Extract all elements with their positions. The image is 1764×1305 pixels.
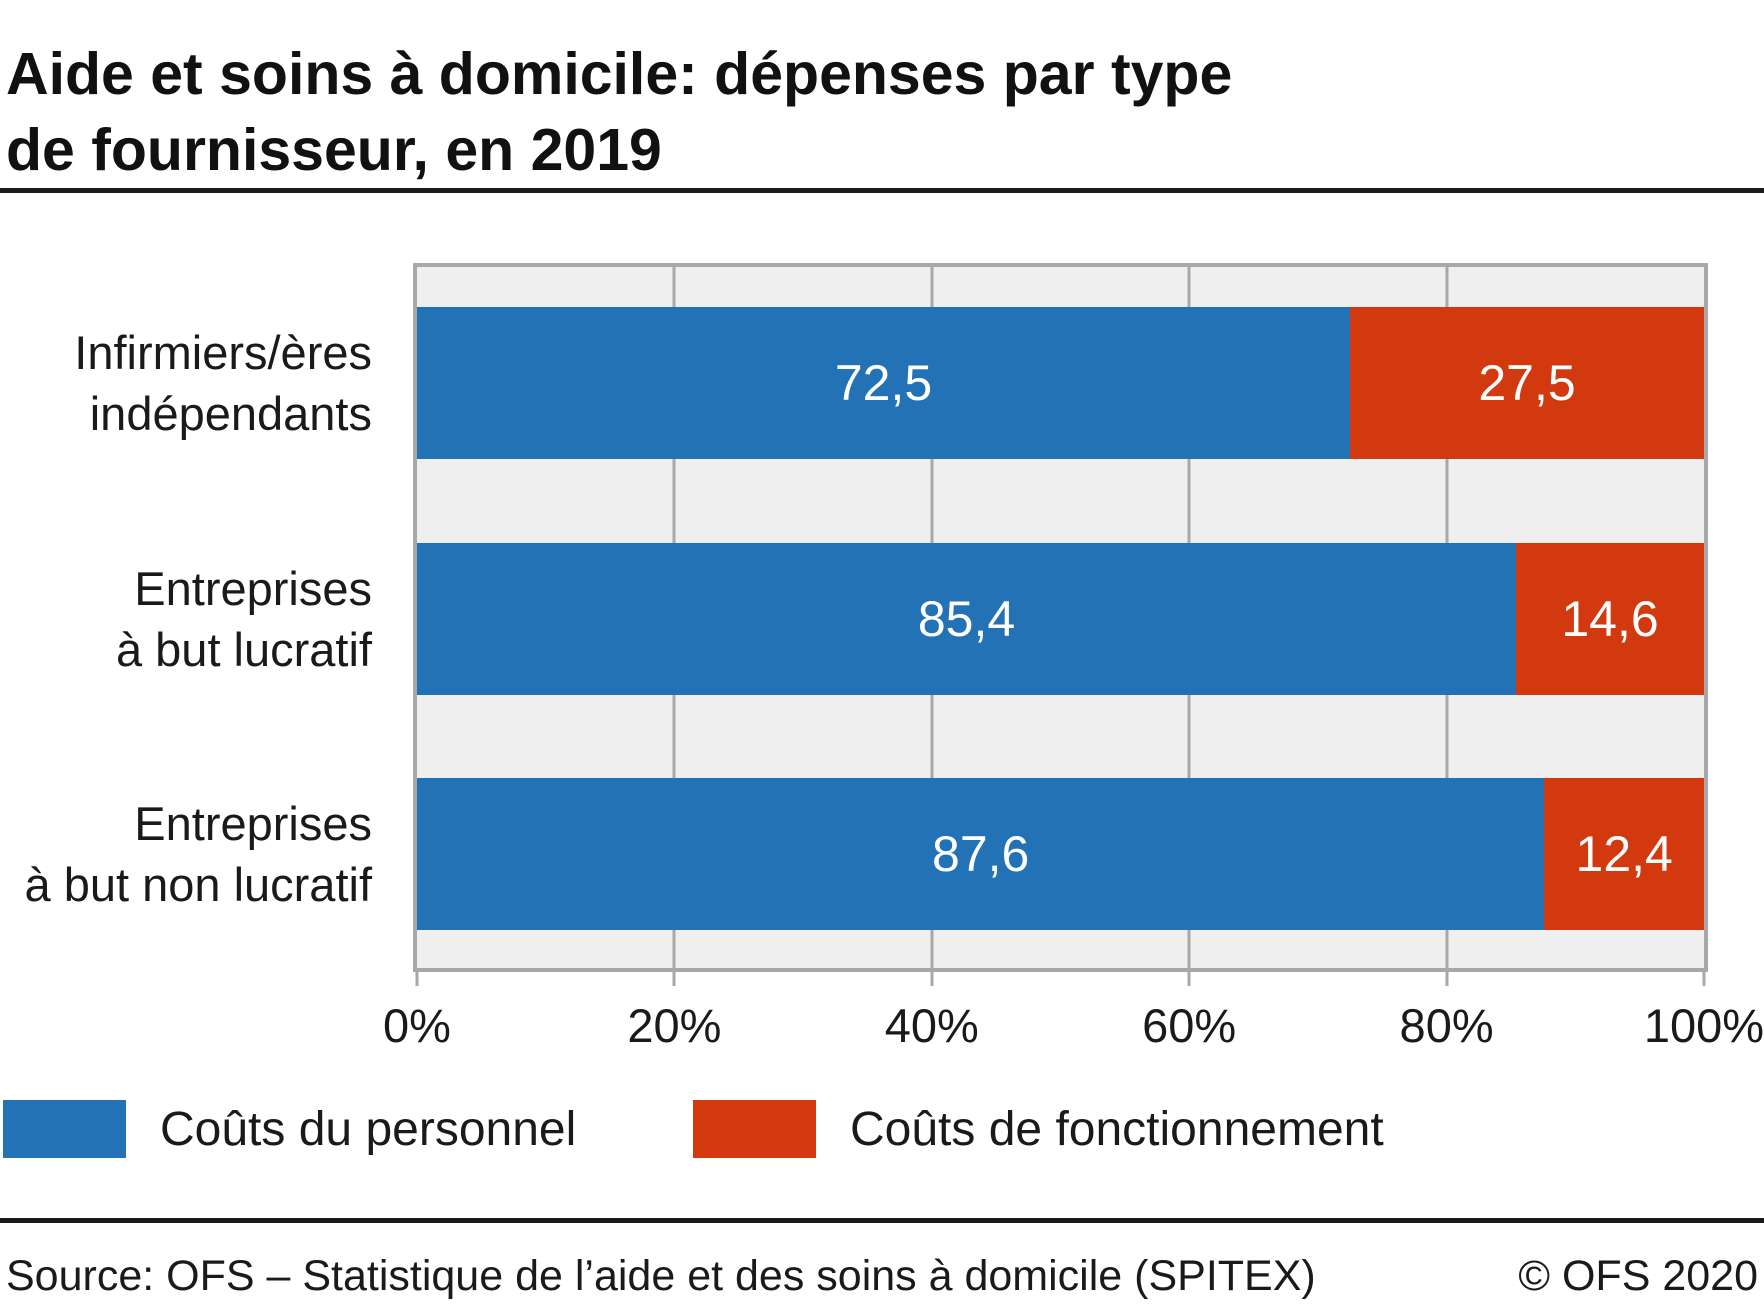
x-tick-label: 40% bbox=[884, 999, 979, 1052]
bar-row: 85,4 14,6 bbox=[417, 543, 1704, 695]
bar-segment: 12,4 bbox=[1544, 778, 1704, 930]
source-text: Source: OFS – Statistique de l’aide et d… bbox=[6, 1252, 1316, 1300]
legend-marker bbox=[3, 1100, 126, 1158]
bar-value-label: 27,5 bbox=[1478, 355, 1576, 411]
copyright-text: © OFS 2020 bbox=[1518, 1252, 1758, 1300]
bar-segment: 14,6 bbox=[1516, 543, 1704, 695]
bar-segment: 85,4 bbox=[417, 543, 1517, 695]
category-label: Infirmiers/ères indépendants bbox=[74, 326, 372, 440]
footer: Source: OFS – Statistique de l’aide et d… bbox=[0, 1252, 1764, 1301]
legend-item-personnel: Coûts du personnel bbox=[3, 1100, 576, 1158]
category-axis: Infirmiers/ères indépendants Entreprises … bbox=[0, 267, 373, 968]
category-label: Entreprises à but non lucratif bbox=[24, 797, 373, 911]
bar-row: 87,6 12,4 bbox=[417, 778, 1704, 930]
footer-divider bbox=[0, 1218, 1764, 1223]
x-tick-mark bbox=[415, 972, 419, 986]
x-tick-label: 80% bbox=[1399, 999, 1494, 1052]
category-label: Entreprises à but lucratif bbox=[115, 562, 372, 676]
x-tick-label: 100% bbox=[1643, 999, 1764, 1052]
x-tick-mark bbox=[1702, 972, 1706, 986]
legend-label: Coûts du personnel bbox=[160, 1102, 577, 1156]
chart-title: Aide et soins à domicile: dépenses par t… bbox=[6, 40, 1233, 183]
bar-value-label: 14,6 bbox=[1561, 591, 1659, 647]
bar-value-label: 87,6 bbox=[932, 826, 1030, 882]
x-tick-mark bbox=[672, 972, 676, 986]
legend-item-fonctionnement: Coûts de fonctionnement bbox=[693, 1100, 1384, 1158]
x-tick-mark bbox=[1187, 972, 1191, 986]
x-tick-label: 20% bbox=[627, 999, 722, 1052]
legend-marker bbox=[693, 1100, 816, 1158]
x-axis: 0% 20% 40% 60% 80% 100% bbox=[383, 972, 1764, 1062]
x-tick-mark bbox=[1445, 972, 1449, 986]
x-tick-mark bbox=[930, 972, 934, 986]
bar-value-label: 12,4 bbox=[1575, 826, 1673, 882]
x-tick-label: 60% bbox=[1142, 999, 1237, 1052]
bar-segment: 72,5 bbox=[417, 307, 1351, 459]
legend-label: Coûts de fonctionnement bbox=[850, 1102, 1384, 1156]
x-tick-label: 0% bbox=[383, 999, 451, 1052]
plot-inner: 72,5 27,5 85,4 14,6 87,6 12,4 bbox=[417, 267, 1704, 968]
bar-value-label: 72,5 bbox=[834, 355, 933, 411]
plot-area: 72,5 27,5 85,4 14,6 87,6 12,4 bbox=[413, 263, 1708, 972]
bar-row: 72,5 27,5 bbox=[417, 307, 1704, 459]
bar-value-label: 85,4 bbox=[917, 591, 1016, 647]
bar-segment: 27,5 bbox=[1350, 307, 1704, 459]
title-divider bbox=[0, 188, 1764, 193]
bar-segment: 87,6 bbox=[417, 778, 1545, 930]
